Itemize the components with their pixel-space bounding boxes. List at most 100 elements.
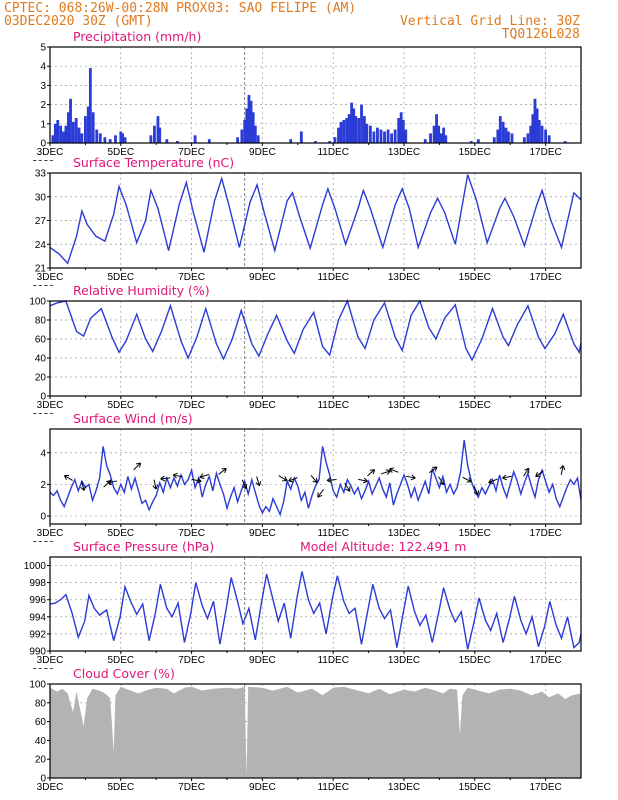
precip-bar bbox=[91, 112, 95, 143]
x-tick-label: 7DEC bbox=[178, 655, 205, 666]
precip-bar bbox=[80, 133, 84, 143]
year-label: 2020 bbox=[32, 412, 55, 423]
wind-arrow-shaft bbox=[405, 475, 416, 479]
y-tick-label: 0 bbox=[40, 512, 46, 523]
wind-arrow bbox=[278, 475, 288, 482]
wind-arrow-head bbox=[199, 473, 205, 479]
wind-arrow-head bbox=[473, 490, 480, 496]
x-tick-label: 5DEC bbox=[107, 147, 134, 158]
precip-bar bbox=[77, 127, 81, 143]
x-tick-label: 7DEC bbox=[178, 528, 205, 539]
precip-bar bbox=[119, 131, 123, 143]
panel-frame bbox=[49, 556, 582, 652]
wind-arrow bbox=[488, 478, 498, 484]
wind-arrow-head bbox=[432, 466, 438, 472]
year-label: 2020 bbox=[32, 284, 55, 295]
precip-bar bbox=[399, 112, 403, 143]
panel-precipitation: 0 1 2 3 4 5 3DEC 5DEC 7DEC 9DEC 11DEC 13DEC 15DEC 17D… bbox=[32, 29, 582, 161]
precip-bar bbox=[469, 141, 473, 143]
wind-arrow bbox=[428, 466, 438, 474]
wind-arrow bbox=[559, 465, 566, 476]
wind-arrow bbox=[199, 473, 210, 479]
x-tick-label: 17DEC bbox=[529, 400, 561, 411]
precip-bar bbox=[240, 129, 244, 143]
precip-bar bbox=[476, 139, 480, 143]
x-tick-label: 13DEC bbox=[388, 400, 420, 411]
x-tick-label: 17DEC bbox=[529, 655, 561, 666]
wind-arrow bbox=[160, 475, 171, 482]
panels-group: 0 1 2 3 4 5 3DEC 5DEC 7DEC 9DEC 11DEC 13DEC 15DEC 17D… bbox=[24, 29, 582, 793]
wind-arrow bbox=[241, 479, 248, 490]
x-tick-label: 11DEC bbox=[317, 147, 349, 158]
panel-humidity: 0 20 40 60 80 100 3DEC 5DEC 7DEC 9DEC 11DEC 13DEC 15… bbox=[29, 283, 582, 423]
y-tick-label: 1 bbox=[40, 119, 46, 130]
x-tick-label: 7DEC bbox=[178, 272, 205, 283]
wind-arrow bbox=[535, 470, 544, 478]
wind-arrow-shaft bbox=[367, 469, 375, 477]
precip-bar bbox=[352, 108, 356, 143]
wind-arrow-head bbox=[282, 476, 288, 482]
precip-bar bbox=[360, 104, 363, 143]
precip-bar bbox=[547, 135, 551, 143]
precip-bar bbox=[243, 119, 247, 143]
wind-arrow-head bbox=[312, 477, 318, 483]
wind-arrow-shaft bbox=[64, 475, 73, 481]
y-tick-label: 990 bbox=[29, 647, 46, 658]
wind-arrow bbox=[255, 476, 262, 487]
y-tick-label: 80 bbox=[35, 316, 47, 327]
precip-bar bbox=[98, 133, 102, 143]
wind-arrow-head bbox=[326, 477, 332, 484]
x-tick-label: 15DEC bbox=[459, 528, 491, 539]
panel-frame bbox=[49, 46, 582, 144]
wind-arrow-shaft bbox=[389, 468, 399, 473]
y-tick-label: 4 bbox=[40, 448, 46, 459]
wind-arrow-shaft bbox=[473, 485, 479, 496]
y-tick-label: 20 bbox=[35, 755, 47, 766]
wind-arrow bbox=[358, 477, 368, 484]
precip-bar bbox=[357, 118, 361, 143]
precip-bar bbox=[251, 112, 255, 143]
precip-bar bbox=[103, 137, 107, 143]
precip-bar bbox=[95, 129, 99, 143]
y-tick-label: 40 bbox=[35, 736, 47, 747]
precip-bar bbox=[345, 118, 349, 143]
precip-bar bbox=[492, 137, 496, 143]
y-tick-label: 3 bbox=[40, 81, 46, 92]
panel-title-cloud-cover: Cloud Cover (%) bbox=[73, 666, 175, 681]
x-tick-label: 9DEC bbox=[249, 528, 276, 539]
wind-arrow-shaft bbox=[523, 467, 530, 477]
y-tick-label: 100 bbox=[29, 680, 46, 691]
y-tick-label: 2 bbox=[40, 100, 46, 111]
y-tick-label: 33 bbox=[35, 169, 47, 180]
precip-bar bbox=[386, 129, 390, 143]
precip-bar bbox=[71, 121, 75, 143]
cloud-cover-area bbox=[50, 686, 581, 778]
precip-bar bbox=[299, 131, 303, 143]
precip-bar bbox=[529, 125, 533, 143]
y-tick-label: 1000 bbox=[24, 561, 47, 572]
wind-arrow bbox=[310, 474, 318, 483]
wind-arrow bbox=[473, 485, 480, 496]
wind-arrow-shaft bbox=[381, 470, 391, 475]
header-station: CPTEC: 068:26W-00:28N PROX03: SAO FELIPE… bbox=[4, 1, 356, 16]
wind-arrow-shaft bbox=[80, 481, 85, 491]
y-tick-label: 60 bbox=[35, 335, 47, 346]
x-tick-label: 5DEC bbox=[107, 272, 134, 283]
wind-arrow bbox=[218, 468, 227, 475]
precip-bar bbox=[249, 100, 253, 143]
panel-title-pressure: Surface Pressure (hPa) bbox=[73, 539, 214, 554]
wind-arrow-shaft bbox=[173, 474, 183, 478]
y-tick-label: 21 bbox=[35, 264, 47, 275]
x-tick-label: 7DEC bbox=[178, 400, 205, 411]
precip-bar bbox=[256, 135, 260, 143]
precip-bar bbox=[207, 139, 211, 143]
panel-frame bbox=[49, 300, 582, 397]
x-tick-label: 15DEC bbox=[459, 782, 491, 793]
precip-bar bbox=[67, 112, 70, 143]
precip-bar bbox=[390, 133, 394, 143]
wind-arrow-head bbox=[160, 475, 166, 482]
wind-arrow-head bbox=[345, 486, 351, 492]
x-tick-label: 13DEC bbox=[388, 782, 420, 793]
precip-bar bbox=[114, 135, 117, 143]
